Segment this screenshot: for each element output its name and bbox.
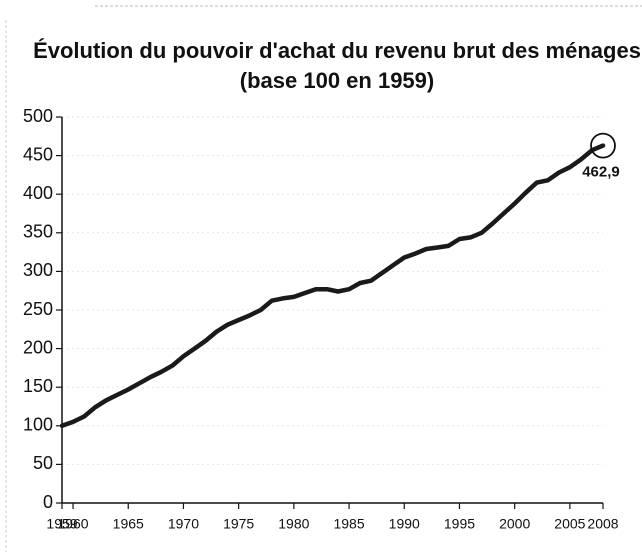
x-tick-label: 2005: [554, 516, 585, 532]
y-tick-label: 200: [23, 337, 53, 357]
y-tick-label: 300: [23, 260, 53, 280]
x-tick-label: 1965: [113, 516, 144, 532]
y-tick-label: 350: [23, 222, 53, 242]
annotation: 462,9: [582, 164, 620, 181]
x-tick-label: 1959: [46, 516, 77, 532]
y-tick-label: 0: [43, 492, 53, 512]
chart-subtitle: (base 100 en 1959): [240, 68, 434, 93]
data-line: [59, 143, 606, 429]
y-tick-label: 500: [23, 106, 53, 126]
x-tick-label: 1960: [57, 516, 88, 532]
y-tick-label: 450: [23, 144, 53, 164]
y-tick-label: 100: [23, 415, 53, 435]
x-tick-label: 1975: [223, 516, 254, 532]
x-tick-label: 1985: [333, 516, 364, 532]
y-tick-label: 150: [23, 376, 53, 396]
x-tick-label: 1995: [444, 516, 475, 532]
x-tick-label: 1990: [389, 516, 420, 532]
x-tick-label: 2000: [499, 516, 530, 532]
y-tick-label: 400: [23, 183, 53, 203]
chart-title: Évolution du pouvoir d'achat du revenu b…: [33, 38, 641, 63]
y-tick-label: 250: [23, 299, 53, 319]
x-tick-label: 1980: [278, 516, 309, 532]
x-tick-label: 2008: [587, 516, 618, 532]
highlight-circle: [590, 132, 616, 159]
x-tick-label: 1970: [168, 516, 199, 532]
y-tick-label: 50: [33, 453, 53, 473]
